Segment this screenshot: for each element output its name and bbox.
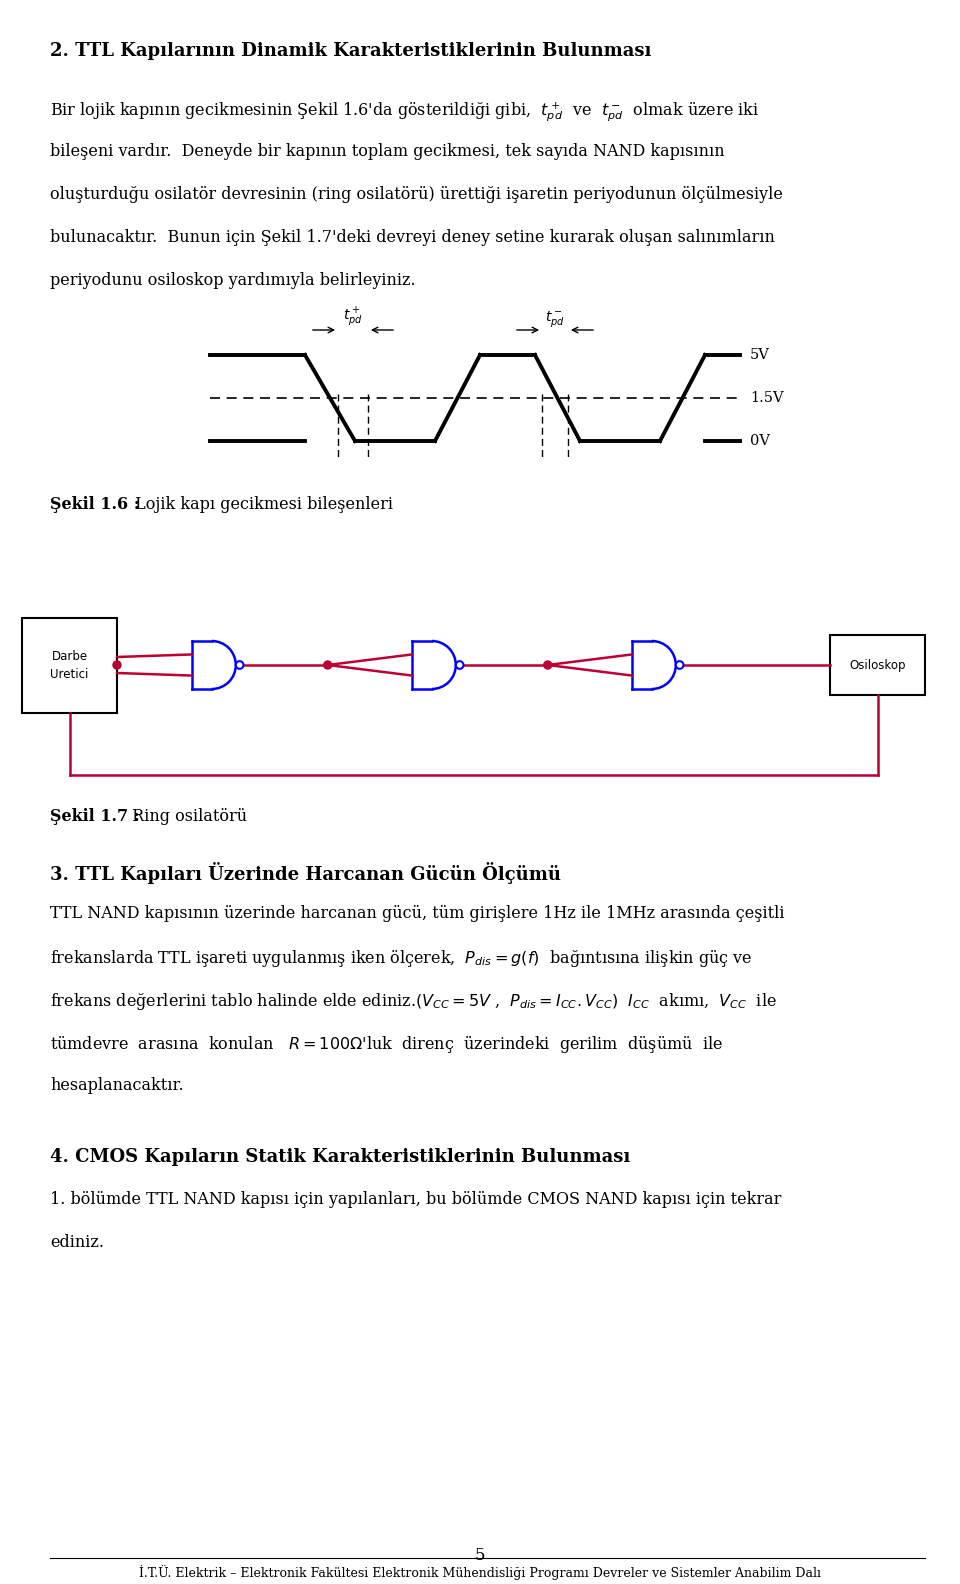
Bar bbox=[830, 635, 925, 695]
Text: periyodunu osiloskop yardımıyla belirleyiniz.: periyodunu osiloskop yardımıyla belirley… bbox=[50, 272, 416, 288]
Text: Ring osilatörü: Ring osilatörü bbox=[127, 808, 247, 825]
Text: 3. TTL Kapıları Üzerinde Harcanan Gücün Ölçümü: 3. TTL Kapıları Üzerinde Harcanan Gücün … bbox=[50, 862, 561, 884]
Text: bileşeni vardır.  Deneyde bir kapının toplam gecikmesi, tek sayıda NAND kapısını: bileşeni vardır. Deneyde bir kapının top… bbox=[50, 143, 725, 160]
Text: 1. bölümde TTL NAND kapısı için yapılanları, bu bölümde CMOS NAND kapısı için te: 1. bölümde TTL NAND kapısı için yapılanl… bbox=[50, 1191, 781, 1209]
Text: frekans değerlerini tablo halinde elde ediniz.$(V_{CC} = 5V$ ,  $P_{dis} = I_{CC: frekans değerlerini tablo halinde elde e… bbox=[50, 992, 777, 1012]
Text: İ.T.Ü. Elektrik – Elektronik Fakültesi Elektronik Mühendisliği Programı Devreler: İ.T.Ü. Elektrik – Elektronik Fakültesi E… bbox=[139, 1565, 821, 1579]
Text: hesaplanacaktır.: hesaplanacaktır. bbox=[50, 1077, 183, 1095]
Text: Lojik kapı gecikmesi bileşenleri: Lojik kapı gecikmesi bileşenleri bbox=[130, 496, 393, 513]
Text: $t^-_{pd}$: $t^-_{pd}$ bbox=[545, 309, 564, 329]
Text: Darbe: Darbe bbox=[52, 649, 87, 662]
Circle shape bbox=[113, 661, 121, 668]
Text: Bir lojik kapının gecikmesinin Şekil 1.6'da gösterildiği gibi,  $t^+_{pd}$  ve  : Bir lojik kapının gecikmesinin Şekil 1.6… bbox=[50, 100, 759, 124]
Text: Şekil 1.7 :: Şekil 1.7 : bbox=[50, 808, 140, 825]
Text: frekanslarda TTL işareti uygulanmış iken ölçerek,  $P_{dis} = g(f)$  bağıntısına: frekanslarda TTL işareti uygulanmış iken… bbox=[50, 947, 753, 969]
Text: 2. TTL Kapılarının Dinamik Karakteristiklerinin Bulunması: 2. TTL Kapılarının Dinamik Karakteristik… bbox=[50, 43, 652, 60]
Circle shape bbox=[324, 661, 332, 668]
Bar bbox=[22, 618, 117, 713]
Text: 0V: 0V bbox=[750, 434, 770, 448]
Text: Osiloskop: Osiloskop bbox=[850, 659, 905, 672]
Text: bulunacaktır.  Bunun için Şekil 1.7'deki devreyi deney setine kurarak oluşan sal: bulunacaktır. Bunun için Şekil 1.7'deki … bbox=[50, 230, 775, 246]
Text: Uretici: Uretici bbox=[50, 667, 88, 681]
Text: $t^+_{pd}$: $t^+_{pd}$ bbox=[343, 306, 363, 329]
Text: oluşturduğu osilatör devresinin (ring osilatörü) ürettiği işaretin periyodunun ö: oluşturduğu osilatör devresinin (ring os… bbox=[50, 185, 782, 203]
Text: tümdevre  arasına  konulan   $R = 100\Omega$'luk  direnç  üzerindeki  gerilim  d: tümdevre arasına konulan $R = 100\Omega$… bbox=[50, 1034, 723, 1055]
Text: TTL NAND kapısının üzerinde harcanan gücü, tüm girişlere 1Hz ile 1MHz arasında ç: TTL NAND kapısının üzerinde harcanan güc… bbox=[50, 904, 784, 922]
Circle shape bbox=[543, 661, 552, 668]
Circle shape bbox=[236, 661, 244, 668]
Text: 4. CMOS Kapıların Statik Karakteristiklerinin Bulunması: 4. CMOS Kapıların Statik Karakteristikle… bbox=[50, 1148, 631, 1166]
Text: 1.5V: 1.5V bbox=[750, 391, 783, 406]
Text: ediniz.: ediniz. bbox=[50, 1234, 104, 1251]
Text: 5V: 5V bbox=[750, 348, 770, 363]
Text: 5: 5 bbox=[475, 1548, 485, 1563]
Text: Şekil 1.6 :: Şekil 1.6 : bbox=[50, 496, 140, 513]
Circle shape bbox=[456, 661, 464, 668]
Circle shape bbox=[676, 661, 684, 668]
